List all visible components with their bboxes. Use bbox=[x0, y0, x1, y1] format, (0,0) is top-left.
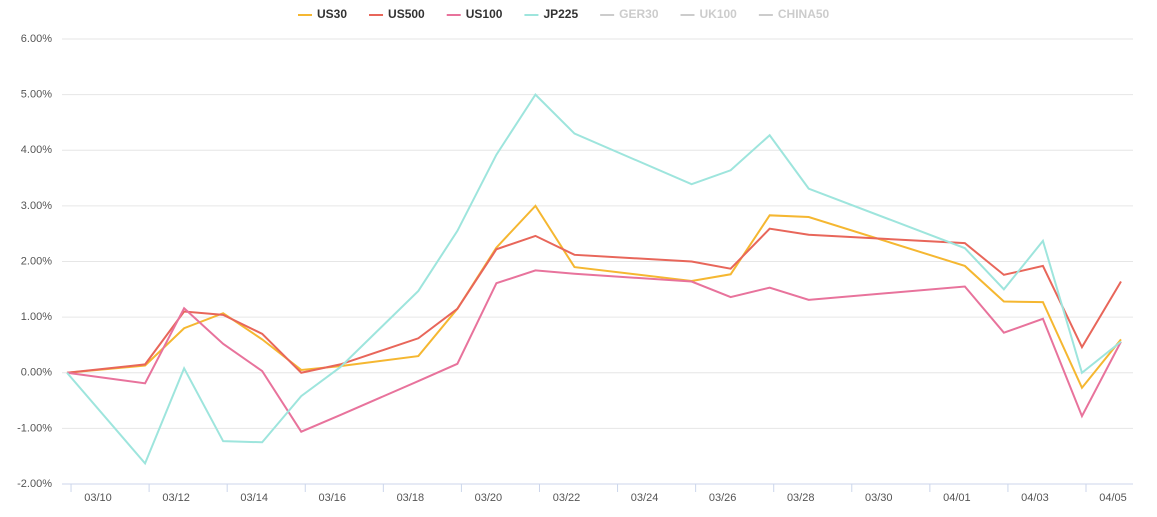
x-tick-label: 03/10 bbox=[84, 492, 112, 504]
y-tick-label: 1.00% bbox=[21, 311, 52, 323]
x-tick-label: 03/30 bbox=[865, 492, 893, 504]
series-line bbox=[66, 93, 1122, 466]
x-tick-label: 03/18 bbox=[397, 492, 425, 504]
series-line bbox=[66, 204, 1122, 390]
legend-label[interactable]: UK100 bbox=[700, 7, 738, 21]
x-tick-label: 03/28 bbox=[787, 492, 815, 504]
y-tick-label: 6.00% bbox=[21, 33, 52, 45]
y-tick-label: 4.00% bbox=[21, 144, 52, 156]
legend-label[interactable]: JP225 bbox=[543, 7, 578, 21]
y-tick-label: 0.00% bbox=[21, 367, 52, 379]
y-tick-label: -2.00% bbox=[17, 478, 52, 490]
legend-label[interactable]: CHINA50 bbox=[778, 7, 830, 21]
legend-label[interactable]: GER30 bbox=[619, 7, 659, 21]
series-line bbox=[66, 269, 1122, 433]
legend-label[interactable]: US30 bbox=[317, 7, 347, 21]
x-tick-label: 03/16 bbox=[318, 492, 346, 504]
legend-label[interactable]: US500 bbox=[388, 7, 425, 21]
y-tick-label: 5.00% bbox=[21, 89, 52, 101]
series-line bbox=[66, 227, 1122, 374]
x-tick-label: 03/20 bbox=[475, 492, 503, 504]
x-tick-label: 04/05 bbox=[1099, 492, 1127, 504]
y-tick-label: -1.00% bbox=[17, 422, 52, 434]
y-tick-label: 2.00% bbox=[21, 255, 52, 267]
legend-label[interactable]: US100 bbox=[466, 7, 503, 21]
x-tick-label: 03/26 bbox=[709, 492, 737, 504]
x-tick-label: 04/03 bbox=[1021, 492, 1049, 504]
legend: US30 US500 US100 JP225 GER30 UK100 CHINA50 bbox=[298, 7, 830, 21]
x-tick-label: 03/22 bbox=[553, 492, 581, 504]
x-tick-label: 03/24 bbox=[631, 492, 659, 504]
x-tick-label: 04/01 bbox=[943, 492, 971, 504]
x-tick-label: 03/12 bbox=[162, 492, 190, 504]
x-tick-label: 03/14 bbox=[240, 492, 268, 504]
y-tick-label: 3.00% bbox=[21, 200, 52, 212]
